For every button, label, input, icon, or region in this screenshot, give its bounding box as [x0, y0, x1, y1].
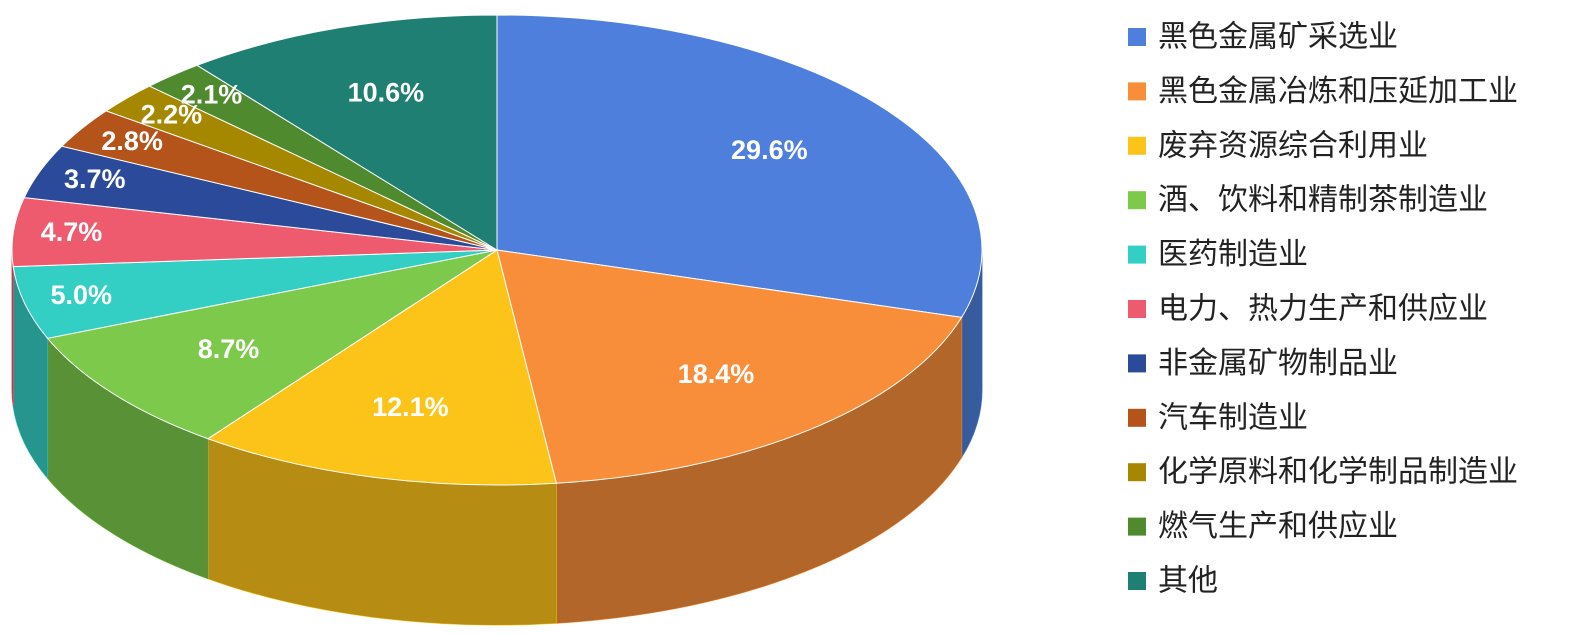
legend-swatch: [1128, 245, 1146, 264]
legend-swatch: [1128, 191, 1146, 210]
legend-label: 黑色金属矿采选业: [1158, 20, 1398, 55]
legend-label: 黑色金属冶炼和压延加工业: [1158, 74, 1518, 109]
data-label: 2.2%: [141, 99, 203, 129]
legend-label: 燃气生产和供应业: [1158, 509, 1398, 544]
slice: [195, 14, 498, 251]
legend-label: 汽车制造业: [1158, 400, 1308, 435]
data-label: 8.7%: [198, 334, 260, 364]
data-label: 29.6%: [731, 135, 808, 165]
legend-swatch: [1128, 354, 1146, 373]
data-label: 3.7%: [64, 164, 126, 194]
slice: [12, 249, 498, 339]
data-label: 12.1%: [372, 392, 449, 422]
slice-side-shade: [961, 250, 982, 458]
data-label: 5.0%: [50, 280, 112, 310]
slice-side-shade: [12, 250, 14, 407]
data-label: 2.8%: [101, 126, 163, 156]
legend-swatch: [1128, 517, 1146, 536]
slice-side-shade: [47, 338, 208, 579]
data-label: 10.6%: [348, 78, 425, 108]
legend-label: 非金属矿物制品业: [1158, 346, 1398, 381]
slice: [496, 249, 963, 484]
legend-swatch: [1128, 82, 1146, 101]
legend-label: 酒、饮料和精制茶制造业: [1158, 183, 1488, 218]
data-label: 2.1%: [181, 79, 243, 109]
legend-swatch: [1128, 28, 1146, 46]
legend-swatch: [1128, 408, 1146, 427]
legend-swatch: [1128, 300, 1146, 318]
legend-swatch: [1128, 136, 1146, 155]
slice: [496, 14, 983, 318]
legend-label: 电力、热力生产和供应业: [1158, 292, 1488, 327]
data-label: 4.7%: [41, 217, 103, 247]
legend-label: 医药制造业: [1158, 237, 1308, 272]
legend-label: 废弃资源综合利用业: [1158, 128, 1428, 163]
slice-side-shade: [207, 438, 557, 625]
data-label: 18.4%: [678, 359, 755, 389]
legend-swatch: [1128, 463, 1146, 482]
slice: [206, 249, 557, 486]
legend-label: 化学原料和化学制品制造业: [1158, 455, 1518, 490]
slice-side-shade: [556, 317, 962, 624]
slice-side-shade: [13, 266, 48, 479]
legend-swatch: [1128, 572, 1146, 590]
legend-label: 其他: [1158, 564, 1218, 599]
slice: [46, 249, 498, 440]
